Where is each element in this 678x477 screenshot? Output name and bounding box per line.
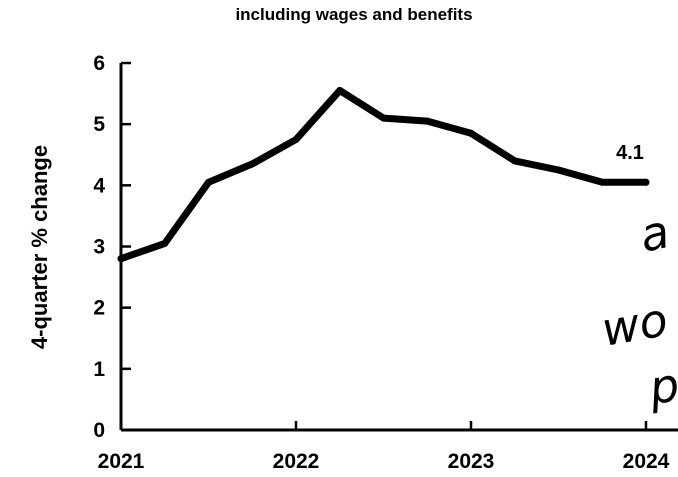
data-point <box>117 255 125 263</box>
x-tick-label: 2024 <box>623 450 670 473</box>
end-value-label: 4.1 <box>616 142 644 164</box>
y-tick-label: 2 <box>93 297 105 320</box>
data-point <box>642 178 650 186</box>
y-tick-label: 0 <box>93 419 105 442</box>
data-point <box>380 114 387 122</box>
data-point <box>423 117 431 125</box>
chart-title: including wages and benefits <box>235 5 472 24</box>
y-axis-title: 4-quarter % change <box>27 145 52 349</box>
y-tick-label: 5 <box>93 113 105 136</box>
data-point <box>555 166 562 174</box>
data-point <box>467 129 475 137</box>
y-tick-label: 1 <box>93 358 105 381</box>
handwritten-note-line-1: a <box>635 204 674 263</box>
y-tick-label: 4 <box>93 174 105 197</box>
handwritten-note-line-3: p <box>645 357 678 415</box>
y-tick-label: 3 <box>93 236 105 259</box>
handwritten-note-line-2: wo <box>598 292 672 357</box>
data-point <box>292 136 300 143</box>
x-tick-label: 2022 <box>273 450 320 473</box>
data-point <box>336 87 344 94</box>
data-point <box>598 178 606 186</box>
data-point <box>248 160 256 168</box>
x-tick-label: 2023 <box>448 450 495 473</box>
x-tick-label: 2021 <box>98 450 145 473</box>
data-point <box>511 157 519 165</box>
data-point <box>161 239 169 247</box>
y-tick-label: 6 <box>93 52 105 75</box>
data-point <box>205 178 212 186</box>
